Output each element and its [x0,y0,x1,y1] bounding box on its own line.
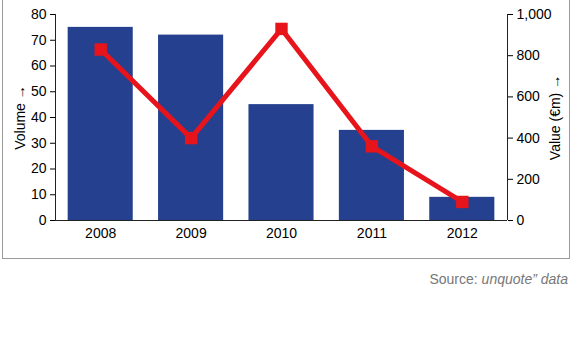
svg-text:20: 20 [31,160,47,176]
html-text:Source: unquote” data: Source: unquote” data [429,271,568,287]
svg-text:1,000: 1,000 [517,6,552,22]
svg-text:80: 80 [31,6,47,22]
svg-text:70: 70 [31,32,47,48]
svg-text:600: 600 [517,88,541,104]
svg-text:2011: 2011 [357,225,387,241]
svg-text:Value (€m) →: Value (€m) → [547,75,563,160]
svg-text:60: 60 [31,57,47,73]
svg-text:2012: 2012 [447,225,478,241]
svg-text:2010: 2010 [266,225,297,241]
svg-text:40: 40 [31,109,47,125]
svg-text:Volume →: Volume → [12,85,28,150]
svg-text:400: 400 [517,130,541,146]
svg-text:10: 10 [31,186,47,202]
svg-text:200: 200 [517,171,541,187]
svg-text:30: 30 [31,135,47,151]
svg-text:0: 0 [517,212,525,228]
svg-text:2009: 2009 [176,225,207,241]
svg-text:800: 800 [517,47,541,63]
svg-text:50: 50 [31,83,47,99]
svg-text:0: 0 [39,212,47,228]
svg-text:2008: 2008 [85,225,116,241]
